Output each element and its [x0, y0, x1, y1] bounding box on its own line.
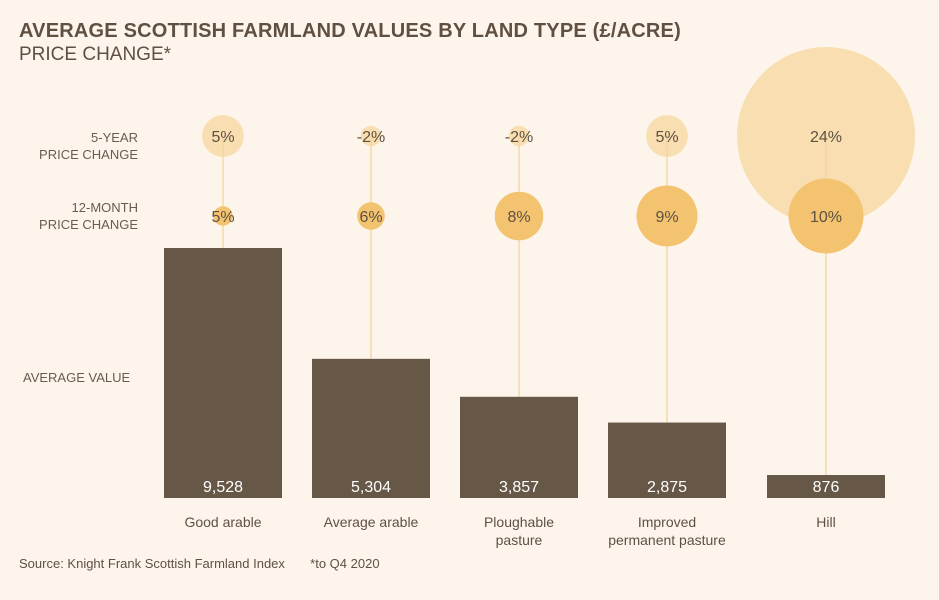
source-note: Source: Knight Frank Scottish Farmland I…: [19, 556, 380, 571]
value-bar: [164, 248, 282, 498]
twelve-month-bubble: [213, 206, 233, 226]
category-label: Hill: [816, 514, 835, 530]
twelve-month-label-line2: PRICE CHANGE: [39, 217, 138, 232]
category-label: permanent pasture: [608, 532, 726, 548]
category-label: pasture: [496, 532, 543, 548]
category-label: Improved: [638, 514, 696, 530]
category-label: Average arable: [324, 514, 419, 530]
bar-value-label: 5,304: [351, 479, 391, 496]
value-bar: [312, 358, 430, 498]
five-year-label-line1: 5-YEAR: [91, 130, 138, 145]
twelve-month-value-label: 6%: [359, 209, 382, 226]
category-label: Ploughable: [484, 514, 554, 530]
five-year-row-label: 5-YEAR PRICE CHANGE: [20, 129, 138, 163]
twelve-month-value-label: 8%: [507, 209, 530, 226]
chart-subtitle: PRICE CHANGE*: [19, 44, 172, 65]
value-bar: [608, 422, 726, 498]
average-value-row-label: AVERAGE VALUE: [23, 370, 131, 385]
twelve-month-value-label: 9%: [655, 209, 678, 226]
twelve-month-label-line1: 12-MONTH: [71, 200, 138, 215]
footnote-text: *to Q4 2020: [310, 556, 380, 571]
bar-value-label: 3,857: [499, 479, 539, 496]
category-label: Good arable: [184, 514, 261, 530]
five-year-value-label: 5%: [211, 129, 234, 146]
five-year-value-label: -2%: [505, 129, 533, 146]
value-bar: [460, 396, 578, 498]
value-bar: [767, 475, 885, 498]
twelve-month-bubble: [788, 178, 864, 254]
twelve-month-value-label: 10%: [810, 209, 842, 226]
five-year-label-line2: PRICE CHANGE: [39, 147, 138, 162]
twelve-month-bubble: [636, 185, 698, 247]
twelve-month-row-label: 12-MONTH PRICE CHANGE: [20, 199, 138, 233]
twelve-month-bubble: [357, 202, 385, 230]
twelve-month-value-label: 5%: [211, 209, 234, 226]
bar-value-label: 2,875: [647, 479, 687, 496]
source-text: Source: Knight Frank Scottish Farmland I…: [19, 556, 285, 571]
twelve-month-bubble: [494, 191, 544, 241]
bar-value-label: 9,528: [203, 479, 243, 496]
five-year-value-label: -2%: [357, 129, 385, 146]
five-year-value-label: 5%: [655, 129, 678, 146]
five-year-value-label: 24%: [810, 129, 842, 146]
chart-title: AVERAGE SCOTTISH FARMLAND VALUES BY LAND…: [19, 20, 681, 42]
bar-value-label: 876: [813, 479, 840, 496]
